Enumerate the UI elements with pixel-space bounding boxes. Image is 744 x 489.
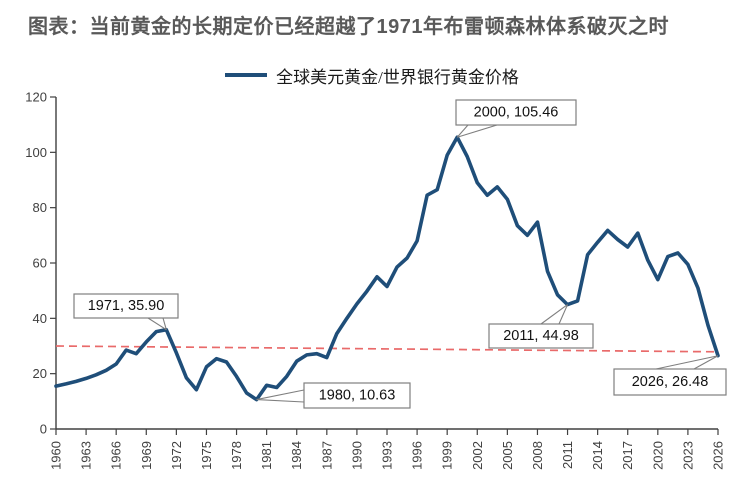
x-tick-label: 2023 (680, 441, 695, 470)
callout-pointer (456, 124, 469, 138)
callout-label: 1971, 35.90 (88, 298, 165, 314)
y-tick-label: 0 (40, 422, 47, 437)
x-tick-label: 1960 (49, 441, 64, 470)
x-tick-label: 2014 (590, 441, 605, 470)
y-tick-label: 100 (25, 145, 47, 160)
x-tick-label: 1984 (289, 441, 304, 470)
callout-pointer (256, 389, 305, 401)
x-tick-label: 1987 (319, 441, 334, 470)
callout-box (488, 323, 594, 349)
callout-pointer (147, 317, 167, 331)
gold-price-series-line (54, 135, 720, 402)
callout-box (455, 99, 577, 126)
x-tick-label: 1969 (139, 441, 154, 470)
callout-label: 2026, 26.48 (632, 374, 709, 390)
callout-box (613, 368, 727, 396)
x-tick-label: 1990 (349, 441, 364, 470)
x-tick-label: 1978 (229, 441, 244, 470)
y-tick-label: 40 (33, 311, 47, 326)
x-tick-label: 2026 (711, 441, 726, 470)
y-tick-label: 60 (33, 256, 47, 271)
x-tick-label: 2008 (530, 441, 545, 470)
x-tick-label: 2017 (620, 441, 635, 470)
x-tick-label: 2011 (560, 441, 575, 469)
callout-box (303, 382, 411, 409)
callout-pointer (558, 304, 569, 325)
x-tick-label: 1999 (440, 441, 455, 470)
callout-box (73, 293, 179, 319)
x-tick-label: 1975 (199, 441, 214, 470)
trend-dashed-line (55, 345, 719, 353)
x-tick-label: 1966 (109, 441, 124, 470)
x-tick-label: 1981 (259, 441, 274, 470)
callout-pointer (693, 355, 719, 370)
x-tick-label: 1963 (79, 441, 94, 470)
x-tick-label: 2020 (650, 441, 665, 470)
callout-pointer (655, 355, 719, 370)
x-tick-label: 2005 (500, 441, 515, 470)
x-tick-label: 1972 (169, 441, 184, 470)
y-tick-label: 20 (33, 366, 47, 381)
chart-title: 图表：当前黄金的长期定价已经超越了1971年布雷顿森林体系破灭之时 (28, 16, 669, 38)
legend-line-swatch (225, 73, 268, 77)
callout-pointer (256, 399, 305, 403)
callout-label: 2000, 105.46 (474, 105, 559, 121)
callout-label: 1980, 10.63 (319, 388, 396, 404)
legend-label: 全球美元黄金/世界银行黄金价格 (276, 67, 519, 87)
x-tick-label: 1996 (410, 441, 425, 470)
x-tick-label: 1993 (380, 441, 395, 470)
callout-pointer (162, 317, 167, 330)
legend: 全球美元黄金/世界银行黄金价格 (0, 64, 744, 87)
callout-label: 2011, 44.98 (503, 328, 579, 344)
callout-pointer (457, 124, 498, 138)
x-tick-label: 2002 (470, 441, 485, 470)
y-tick-label: 120 (25, 90, 47, 105)
callout-pointer (540, 304, 568, 325)
y-tick-label: 80 (33, 200, 47, 215)
